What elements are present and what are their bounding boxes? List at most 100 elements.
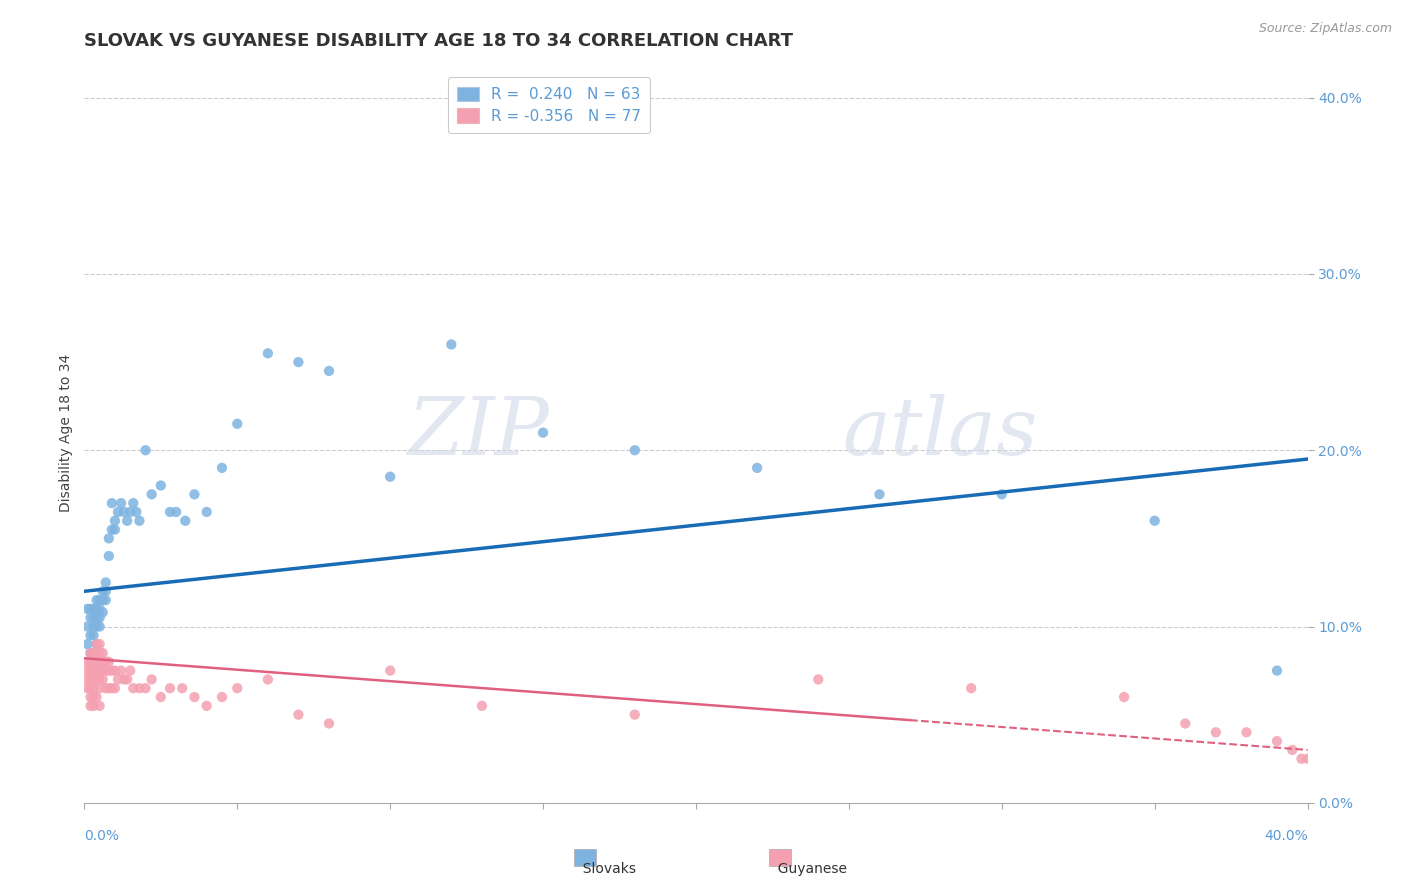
Point [120, 505, 142, 519]
Point [97, 655, 120, 669]
Point [83, 646, 105, 660]
Point [287, 355, 309, 369]
Point [86, 602, 108, 616]
Point [107, 505, 129, 519]
Text: Source: ZipAtlas.com: Source: ZipAtlas.com [1258, 22, 1392, 36]
Point [76, 602, 98, 616]
Point [83, 602, 105, 616]
FancyBboxPatch shape [769, 849, 792, 866]
Point [128, 681, 150, 696]
Point [159, 505, 181, 519]
Point [97, 681, 120, 696]
Point [79, 602, 101, 616]
Point [471, 698, 494, 713]
Point [226, 681, 249, 696]
Point [83, 664, 105, 678]
Point [79, 655, 101, 669]
Point [141, 673, 163, 687]
Point [91, 655, 114, 669]
Point [83, 681, 105, 696]
Point [83, 698, 105, 713]
Point [1296, 752, 1319, 766]
Point [211, 461, 233, 475]
Text: Slovaks: Slovaks [574, 862, 636, 876]
Point [89, 673, 111, 687]
Point [1265, 664, 1288, 678]
Point [807, 673, 830, 687]
Point [172, 681, 194, 696]
Point [211, 690, 233, 704]
Point [135, 681, 157, 696]
Point [94, 584, 117, 599]
Point [76, 681, 98, 696]
Text: ZIP: ZIP [408, 394, 550, 471]
Point [125, 505, 148, 519]
Point [83, 646, 105, 660]
Point [183, 487, 205, 501]
Point [110, 664, 132, 678]
Point [89, 593, 111, 607]
Point [79, 628, 101, 642]
Point [86, 655, 108, 669]
Point [991, 487, 1014, 501]
Text: SLOVAK VS GUYANESE DISABILITY AGE 18 TO 34 CORRELATION CHART: SLOVAK VS GUYANESE DISABILITY AGE 18 TO … [84, 32, 793, 50]
Point [257, 673, 280, 687]
Point [257, 346, 280, 360]
Point [83, 690, 105, 704]
Point [1143, 514, 1166, 528]
Point [101, 496, 124, 510]
Point [94, 655, 117, 669]
Point [86, 637, 108, 651]
Point [89, 619, 111, 633]
Point [91, 593, 114, 607]
Point [115, 514, 138, 528]
Point [94, 681, 117, 696]
Point [195, 505, 218, 519]
Point [101, 523, 124, 537]
Point [91, 584, 114, 599]
Point [89, 602, 111, 616]
Point [83, 673, 105, 687]
Point [318, 364, 340, 378]
Point [86, 673, 108, 687]
Point [79, 610, 101, 624]
Point [104, 523, 127, 537]
Point [76, 637, 98, 651]
Point [195, 698, 218, 713]
Point [287, 707, 309, 722]
Point [112, 505, 135, 519]
Point [869, 487, 891, 501]
Point [747, 461, 769, 475]
Point [1205, 725, 1227, 739]
Point [97, 664, 120, 678]
Point [79, 698, 101, 713]
Point [86, 610, 108, 624]
Point [149, 478, 172, 492]
Point [1281, 743, 1303, 757]
Point [1291, 752, 1313, 766]
Point [1174, 716, 1197, 731]
Point [97, 549, 120, 563]
Point [86, 637, 108, 651]
Text: atlas: atlas [842, 394, 1038, 471]
Point [83, 655, 105, 669]
Point [141, 487, 163, 501]
Point [94, 593, 117, 607]
Point [79, 664, 101, 678]
Point [86, 690, 108, 704]
Point [318, 716, 340, 731]
Point [104, 514, 127, 528]
Point [380, 664, 402, 678]
Point [174, 514, 197, 528]
Point [94, 664, 117, 678]
Y-axis label: Disability Age 18 to 34: Disability Age 18 to 34 [59, 353, 73, 512]
Point [76, 673, 98, 687]
Point [107, 673, 129, 687]
Point [531, 425, 554, 440]
Point [76, 655, 98, 669]
Legend: R =  0.240   N = 63, R = -0.356   N = 77: R = 0.240 N = 63, R = -0.356 N = 77 [449, 78, 650, 133]
Point [165, 505, 187, 519]
Point [79, 681, 101, 696]
Point [104, 681, 127, 696]
Point [89, 646, 111, 660]
